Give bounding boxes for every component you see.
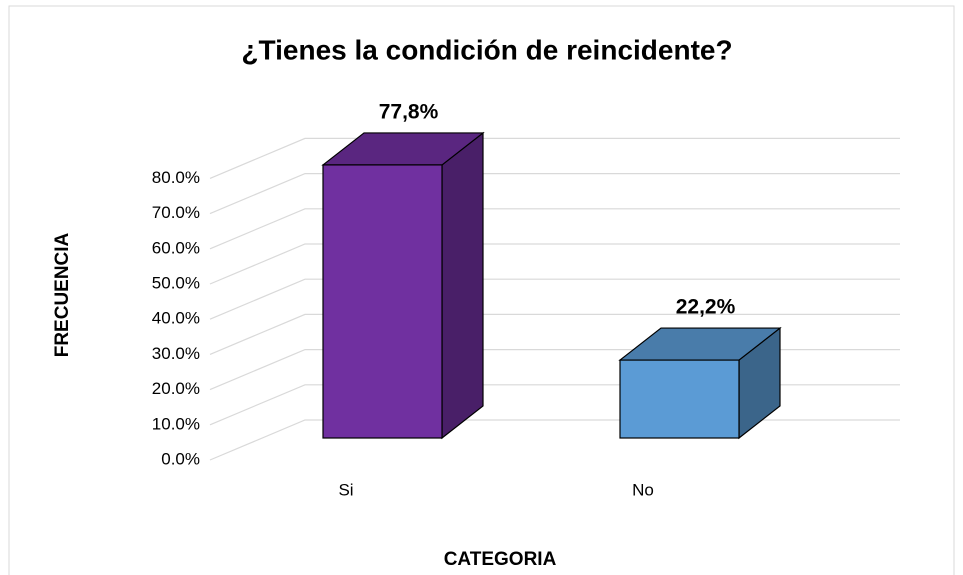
- grid-line: [209, 173, 900, 215]
- x-tick-label: No: [632, 480, 654, 499]
- bar: [322, 164, 443, 439]
- y-tick-label: 50.0%: [152, 273, 200, 292]
- bar-side: [441, 131, 484, 440]
- data-label: 77,8%: [379, 100, 439, 123]
- grid-line: [209, 243, 900, 285]
- y-tick-label: 10.0%: [152, 414, 200, 433]
- data-label: 22,2%: [676, 296, 736, 319]
- y-tick-label: 60.0%: [152, 238, 200, 257]
- x-axis-title: CATEGORIA: [444, 549, 557, 570]
- y-tick-label: 30.0%: [152, 344, 200, 363]
- y-tick-label: 80.0%: [152, 168, 200, 187]
- y-axis-title: FRECUENCIA: [52, 232, 73, 357]
- x-tick-label: Si: [338, 480, 353, 499]
- bar: [619, 359, 740, 439]
- grid-line: [209, 208, 900, 250]
- chart-title: ¿Tienes la condición de reincidente?: [241, 34, 732, 65]
- y-tick-label: 20.0%: [152, 379, 200, 398]
- y-tick-label: 70.0%: [152, 203, 200, 222]
- grid-line: [209, 137, 900, 179]
- y-tick-label: 0.0%: [161, 449, 200, 468]
- grid-line: [209, 313, 900, 355]
- y-tick-label: 40.0%: [152, 309, 200, 328]
- grid-line: [209, 278, 900, 320]
